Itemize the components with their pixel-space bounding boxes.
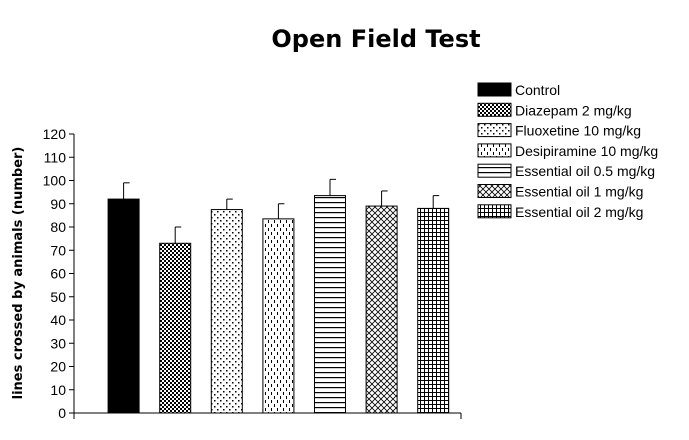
legend-swatch-4 — [477, 143, 512, 158]
bar-series — [107, 178, 450, 414]
y-tick-label: 110 — [44, 149, 67, 165]
y-tick-label: 30 — [50, 335, 66, 351]
y-axis-label: lines crossed by animals (number) — [11, 147, 26, 400]
bar-5 — [314, 195, 346, 414]
legend-label-3: Fluoxetine 10 mg/kg — [515, 123, 641, 139]
legend-label-5: Essential oil 0.5 mg/kg — [515, 163, 655, 179]
legend: Control Diazepam 2 mg/kg Fluoxetine 10 mg/… — [477, 82, 658, 220]
y-tick-label: 120 — [43, 126, 67, 142]
y-tick-label: 20 — [50, 359, 66, 375]
legend-swatch-5 — [477, 163, 512, 178]
y-tick-label: 90 — [50, 196, 66, 212]
legend-label-4: Desipiramine 10 mg/kg — [515, 143, 658, 159]
legend-swatch-1 — [477, 82, 512, 97]
legend-swatch-6 — [477, 184, 512, 198]
y-tick-label: 100 — [43, 173, 67, 189]
legend-swatch-3 — [477, 123, 512, 138]
legend-label-1: Control — [515, 82, 560, 98]
y-tick-label: 80 — [50, 219, 66, 235]
y-axis: 0 10 20 30 40 50 60 70 80 90 100 110 120 — [43, 126, 75, 421]
x-axis — [73, 412, 462, 419]
y-tick-label: 60 — [50, 266, 66, 282]
bar-2 — [159, 242, 192, 414]
chart-title: Open Field Test — [271, 25, 480, 53]
y-tick-label: 10 — [50, 382, 66, 398]
bar-4 — [262, 218, 295, 414]
bar-1 — [107, 198, 140, 414]
legend-swatch-7 — [477, 204, 512, 219]
bar-7 — [417, 207, 450, 414]
y-tick-label: 70 — [50, 242, 66, 258]
legend-label-2: Diazepam 2 mg/kg — [515, 102, 632, 118]
y-tick-label: 40 — [50, 312, 66, 328]
bar-3 — [210, 209, 243, 414]
legend-label-6: Essential oil 1 mg/kg — [515, 184, 643, 200]
legend-label-7: Essential oil 2 mg/kg — [515, 204, 643, 220]
y-tick-label: 50 — [50, 289, 66, 305]
y-tick-label: 0 — [58, 405, 66, 421]
legend-swatch-2 — [477, 102, 512, 117]
bar-6 — [365, 205, 398, 414]
